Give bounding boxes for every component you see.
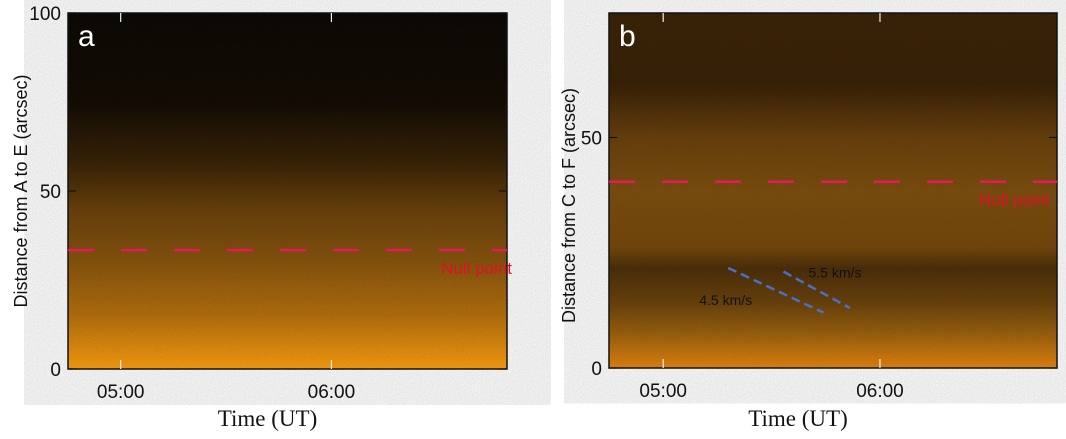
- plot-frame: [608, 12, 1058, 369]
- panel-label: a: [78, 20, 95, 53]
- y-axis-label: Distance from A to E (arcsec): [11, 74, 31, 307]
- panel-label: b: [619, 20, 636, 53]
- y-tick-label: 50: [40, 182, 61, 203]
- y-tick-label: 50: [581, 128, 602, 149]
- speed-label: 5.5 km/s: [809, 265, 862, 281]
- speed-fit-line: [727, 266, 825, 314]
- x-tick-label: 06:00: [856, 381, 904, 402]
- x-tick-label: 05:00: [639, 381, 687, 402]
- y-axis-label: Distance from C to F (arcsec): [559, 88, 579, 323]
- x-tick-label: 06:00: [308, 382, 356, 403]
- null-point-label: Null point: [979, 191, 1050, 210]
- panel-a: Null point 05:00 06:00 0 50 100 Time (UT) Dista…: [11, 4, 513, 431]
- x-axis-label: Time (UT): [218, 406, 317, 431]
- null-point-label: Null point: [441, 259, 512, 278]
- y-tick-label: 100: [29, 4, 61, 25]
- speed-fit-line: [782, 270, 851, 310]
- noise-texture: [68, 13, 507, 369]
- x-axis-label: Time (UT): [748, 406, 847, 431]
- speed-label: 4.5 km/s: [699, 292, 752, 308]
- y-tick-label: 0: [591, 359, 602, 380]
- x-tick-label: 05:00: [97, 382, 145, 403]
- panel-b: Null point 05:00 06:00 0 50 Time (UT) Distance…: [559, 12, 1058, 431]
- noise-texture: [609, 13, 1057, 368]
- y-tick-label: 0: [50, 360, 61, 381]
